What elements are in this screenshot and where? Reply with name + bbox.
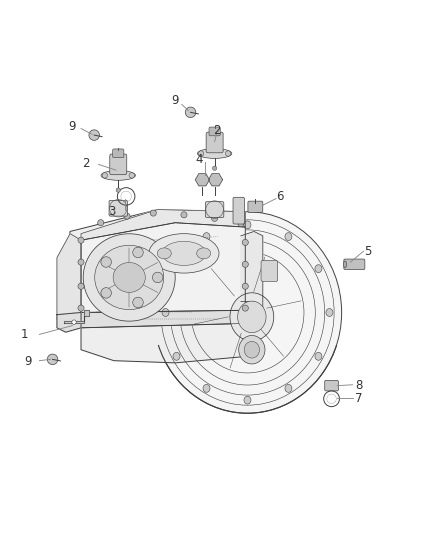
Ellipse shape [326,309,333,317]
Circle shape [129,173,134,178]
Ellipse shape [285,384,292,392]
Text: 9: 9 [25,355,32,368]
Polygon shape [208,174,223,186]
Circle shape [98,220,104,226]
Polygon shape [57,233,81,314]
Circle shape [78,259,84,265]
Ellipse shape [285,232,292,240]
FancyBboxPatch shape [109,200,127,216]
Circle shape [101,257,111,267]
Circle shape [185,107,196,118]
FancyBboxPatch shape [113,149,124,158]
Polygon shape [57,312,81,332]
Ellipse shape [197,248,211,259]
Circle shape [78,305,84,311]
Ellipse shape [162,241,206,265]
Circle shape [152,272,163,282]
Text: 3: 3 [108,205,115,218]
Circle shape [238,221,244,227]
Text: 1: 1 [20,328,28,341]
Ellipse shape [173,265,180,272]
Text: 2: 2 [213,124,221,137]
Circle shape [78,283,84,289]
Text: 9: 9 [68,120,76,133]
Ellipse shape [95,245,164,310]
Polygon shape [81,223,245,312]
Ellipse shape [203,232,210,240]
Circle shape [102,173,107,178]
Ellipse shape [173,352,180,360]
Text: 9: 9 [171,94,179,108]
Ellipse shape [244,221,251,229]
Ellipse shape [315,352,322,360]
Ellipse shape [230,293,274,341]
Polygon shape [81,310,245,328]
Circle shape [72,320,76,324]
Circle shape [89,130,99,140]
Circle shape [226,151,231,156]
Polygon shape [81,324,247,363]
FancyBboxPatch shape [344,259,365,270]
Circle shape [101,288,111,298]
Ellipse shape [239,335,265,364]
Circle shape [78,237,84,243]
Circle shape [212,166,217,171]
Ellipse shape [113,263,145,293]
Ellipse shape [83,234,175,321]
Polygon shape [195,174,209,186]
Ellipse shape [162,309,169,317]
FancyBboxPatch shape [233,197,244,224]
FancyBboxPatch shape [209,127,220,136]
Circle shape [124,213,130,219]
Circle shape [47,354,58,365]
Ellipse shape [343,261,347,268]
FancyBboxPatch shape [261,260,278,281]
Circle shape [242,239,248,246]
Ellipse shape [153,212,342,413]
Ellipse shape [203,384,210,392]
Circle shape [133,247,143,258]
Circle shape [116,188,120,192]
Ellipse shape [244,396,251,404]
FancyBboxPatch shape [206,132,223,153]
Ellipse shape [149,233,219,273]
Circle shape [212,215,218,221]
Circle shape [198,151,204,156]
Ellipse shape [237,301,266,333]
Circle shape [242,283,248,289]
Circle shape [133,297,143,308]
Text: 2: 2 [81,157,89,170]
Text: 6: 6 [276,190,284,203]
Polygon shape [64,310,89,324]
Text: 5: 5 [364,245,371,257]
Polygon shape [81,209,245,240]
Text: 7: 7 [355,392,363,405]
Polygon shape [241,231,263,310]
Ellipse shape [198,149,232,158]
Polygon shape [57,209,245,324]
FancyBboxPatch shape [325,381,339,391]
Text: 4: 4 [195,152,203,166]
Circle shape [150,210,156,216]
Circle shape [181,212,187,218]
Circle shape [242,305,248,311]
Ellipse shape [244,342,259,358]
FancyBboxPatch shape [248,201,263,212]
Ellipse shape [315,265,322,272]
Ellipse shape [157,248,171,259]
Text: 8: 8 [356,379,363,392]
FancyBboxPatch shape [110,154,127,175]
FancyBboxPatch shape [205,201,224,217]
Circle shape [242,261,248,268]
Ellipse shape [101,171,135,180]
